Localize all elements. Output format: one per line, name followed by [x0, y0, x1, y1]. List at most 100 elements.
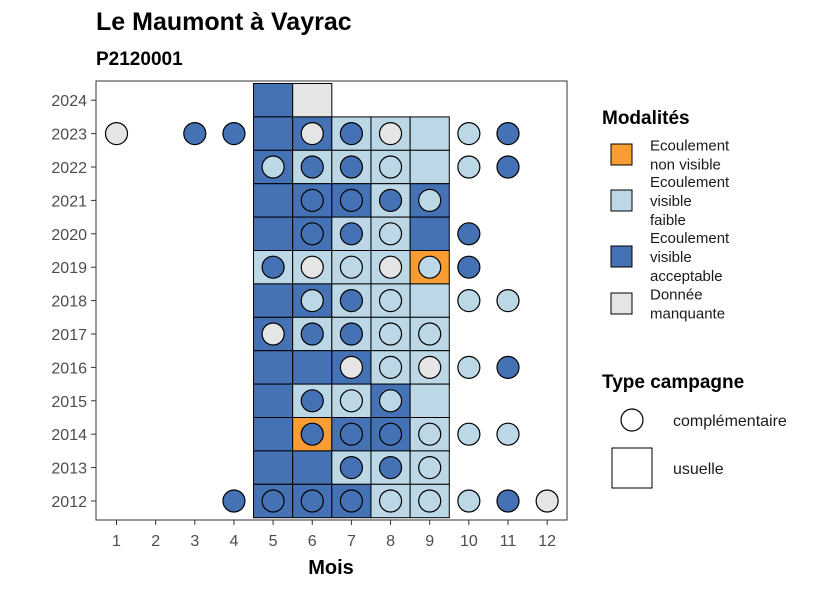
complementaire-point-2012-11 — [496, 489, 520, 513]
complementaire-point-2022-11 — [496, 155, 520, 179]
complementaire-point-2014-8 — [378, 422, 403, 446]
x-tick-label-11: 11 — [500, 533, 517, 550]
legend-label-vf-1: visible — [650, 193, 692, 210]
legend-label-va-1: visible — [650, 249, 692, 266]
legend-title-type-campagne: Type campagne — [602, 372, 744, 393]
usuelle-tile-2014-5 — [253, 417, 294, 452]
y-tick-label-2018: 2018 — [51, 294, 87, 311]
complementaire-point-2017-8 — [378, 322, 403, 346]
legend-label-vf-0: Ecoulement — [650, 174, 730, 191]
complementaire-point-2014-7 — [339, 422, 363, 446]
complementaire-point-2014-9 — [418, 422, 442, 446]
complementaire-point-2016-11 — [496, 355, 520, 379]
complementaire-point-2023-4 — [222, 122, 246, 146]
complementaire-point-2021-6 — [300, 188, 324, 212]
usuelle-tile-2013-6 — [292, 450, 333, 485]
complementaire-point-2023-8 — [378, 122, 403, 146]
complementaire-point-2012-10 — [457, 489, 481, 513]
usuelle-tile-2018-9 — [409, 283, 450, 318]
complementaire-point-2019-7 — [339, 255, 363, 279]
x-tick-label-7: 7 — [347, 533, 356, 550]
y-tick-label-2014: 2014 — [51, 427, 87, 444]
complementaire-point-2013-8 — [378, 456, 403, 480]
usuelle-tile-2021-5 — [253, 183, 294, 218]
x-tick-label-5: 5 — [269, 533, 278, 550]
usuelle-tile-2023-9 — [409, 116, 450, 151]
complementaire-point-2017-5 — [261, 322, 285, 346]
complementaire-point-2019-6 — [300, 255, 324, 279]
complementaire-point-2018-11 — [496, 289, 520, 313]
complementaire-point-2013-7 — [339, 456, 363, 480]
complementaire-point-2023-6 — [300, 122, 324, 146]
y-tick-label-2020: 2020 — [51, 227, 87, 244]
legend-key-nv — [610, 143, 633, 166]
legend-label-nv-1: non visible — [650, 157, 721, 174]
complementaire-point-2018-7 — [339, 289, 363, 313]
complementaire-point-2018-6 — [300, 289, 324, 313]
complementaire-point-2022-7 — [339, 155, 363, 179]
complementaire-point-2015-7 — [339, 389, 363, 413]
chart-title: Le Maumont à Vayrac — [96, 8, 352, 36]
complementaire-point-2021-9 — [418, 188, 442, 212]
complementaire-point-2020-7 — [339, 222, 363, 246]
usuelle-tile-2024-6 — [292, 83, 333, 118]
usuelle-tile-2024-5 — [253, 83, 294, 118]
complementaire-point-2014-6 — [300, 422, 324, 446]
legend-label-complementaire: complémentaire — [673, 413, 787, 430]
complementaire-point-2019-10 — [457, 255, 481, 279]
legend-key-vf — [610, 189, 633, 212]
complementaire-point-2023-11 — [496, 122, 520, 146]
legend-label-usuelle: usuelle — [673, 461, 724, 478]
complementaire-point-2020-6 — [300, 222, 324, 246]
complementaire-point-2012-4 — [222, 489, 246, 513]
complementaire-point-2012-6 — [300, 489, 324, 513]
complementaire-point-2016-8 — [378, 355, 403, 379]
x-tick-label-6: 6 — [308, 533, 317, 550]
y-tick-label-2012: 2012 — [51, 494, 87, 511]
usuelle-tile-2020-9 — [409, 216, 450, 252]
x-tick-label-2: 2 — [151, 533, 160, 550]
y-tick-label-2013: 2013 — [51, 461, 87, 478]
complementaire-point-2019-9 — [418, 255, 442, 279]
complementaire-point-2021-8 — [378, 188, 403, 212]
usuelle-tile-2016-6 — [292, 350, 333, 385]
x-tick-label-8: 8 — [386, 533, 395, 550]
complementaire-point-2016-9 — [418, 355, 442, 379]
complementaire-point-2015-6 — [300, 389, 324, 413]
complementaire-point-2020-8 — [378, 222, 403, 246]
y-tick-label-2024: 2024 — [51, 93, 87, 110]
complementaire-point-2018-8 — [378, 289, 403, 313]
complementaire-point-2022-5 — [261, 155, 285, 179]
legend-label-vf-2: faible — [650, 212, 686, 229]
x-axis-label: Mois — [308, 557, 354, 579]
y-tick-label-2019: 2019 — [51, 260, 87, 277]
usuelle-tile-2015-5 — [253, 383, 294, 419]
complementaire-point-2012-9 — [418, 489, 442, 513]
complementaire-point-2021-7 — [339, 188, 363, 212]
y-tick-label-2017: 2017 — [51, 327, 87, 344]
complementaire-point-2012-8 — [378, 489, 403, 513]
complementaire-point-2012-12 — [535, 489, 559, 513]
complementaire-point-2023-1 — [104, 122, 129, 146]
x-tick-label-3: 3 — [190, 533, 199, 550]
y-tick-label-2015: 2015 — [51, 394, 87, 411]
y-tick-label-2016: 2016 — [51, 360, 87, 377]
complementaire-point-2019-8 — [378, 255, 403, 279]
x-tick-label-9: 9 — [425, 533, 434, 550]
complementaire-point-2014-11 — [496, 422, 520, 446]
complementaire-point-2012-5 — [261, 489, 285, 513]
x-tick-label-12: 12 — [538, 533, 556, 550]
legend-label-va-2: acceptable — [650, 268, 723, 285]
complementaire-point-2016-10 — [457, 355, 481, 379]
legend-key-complementaire — [620, 408, 644, 432]
complementaire-point-2014-10 — [457, 422, 481, 446]
complementaire-point-2015-8 — [378, 389, 403, 413]
complementaire-point-2023-3 — [183, 122, 207, 146]
axes: 1 2 3 4 5 6 7 8 9 10 11 122012201320142015201620172… — [51, 93, 556, 550]
complementaire-point-2018-10 — [457, 289, 481, 313]
complementaire-point-2023-10 — [457, 122, 481, 146]
complementaire-point-2022-6 — [300, 155, 324, 179]
usuelle-tile-2022-9 — [409, 149, 450, 185]
